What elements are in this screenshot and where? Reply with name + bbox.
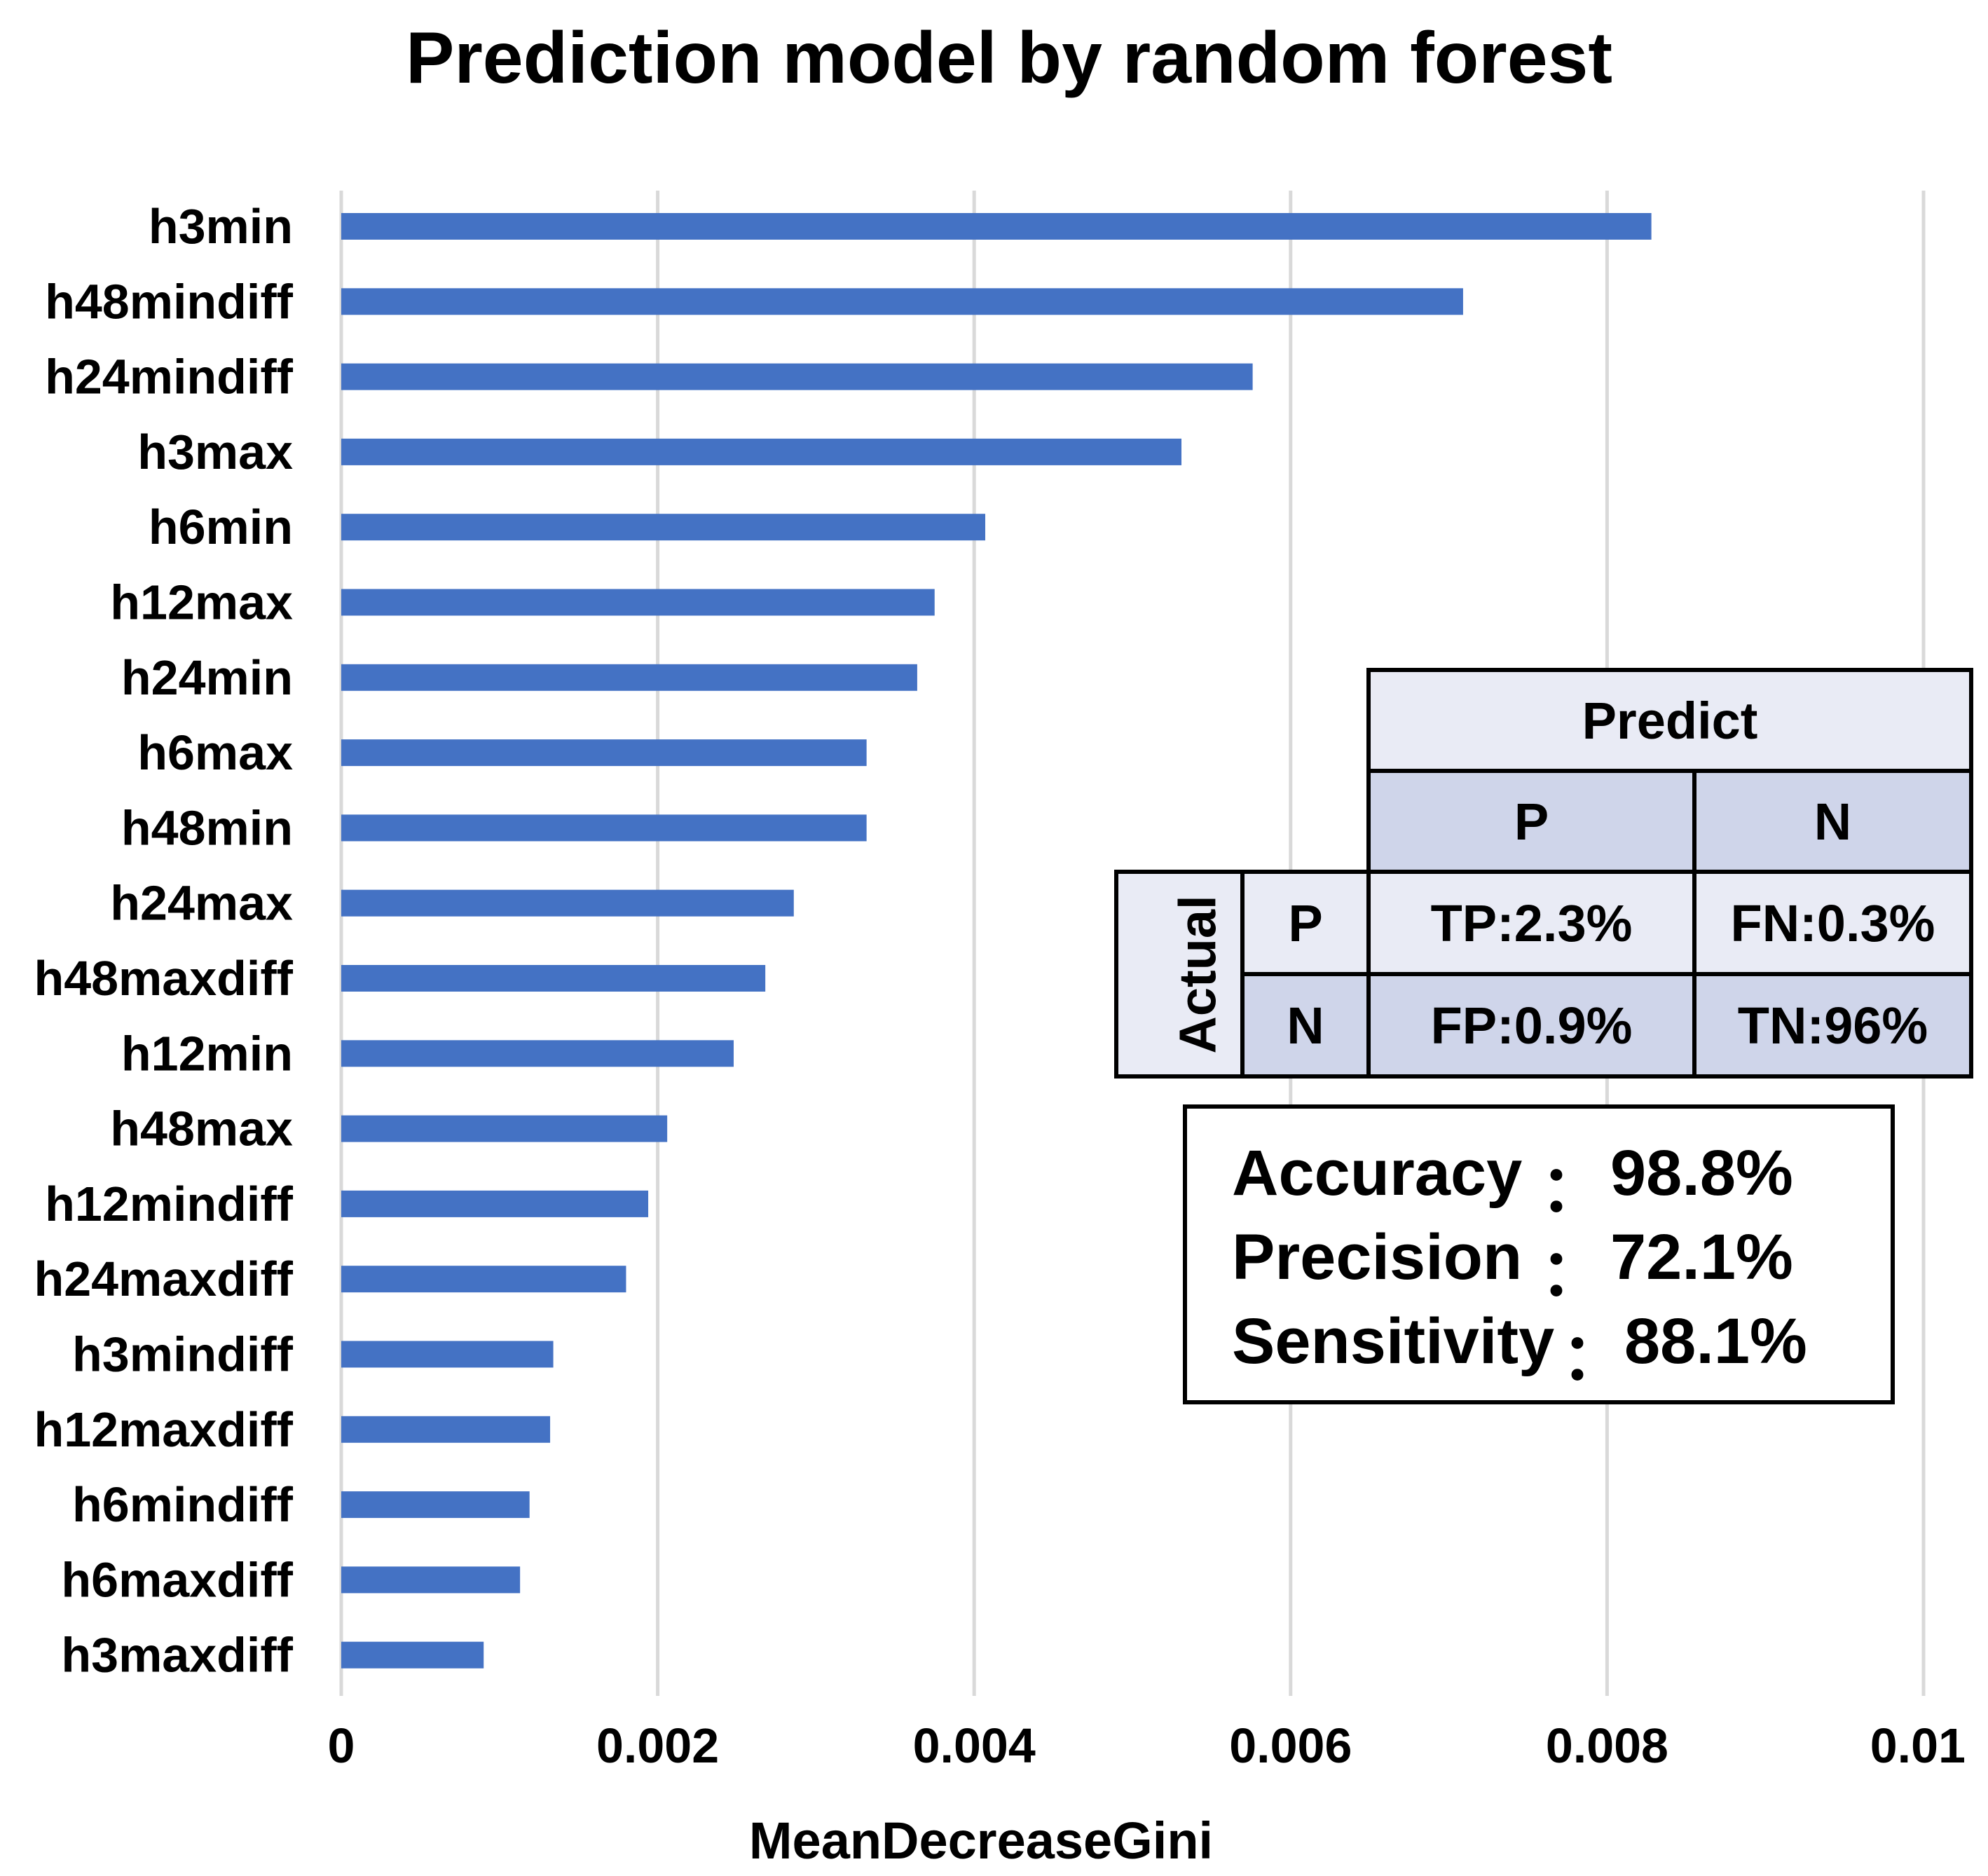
category-label-h6min: h6min	[149, 500, 293, 554]
bar-h3mindiff	[341, 1341, 554, 1368]
category-label-h24maxdiff: h24maxdiff	[34, 1252, 293, 1306]
category-label-h6mindiff: h6mindiff	[72, 1477, 294, 1532]
cm-empty-cell	[1116, 771, 1242, 872]
cm-predict-header: Predict	[1366, 668, 1973, 773]
bar-h6maxdiff	[341, 1566, 521, 1594]
x-tick-label: 0.008	[1546, 1718, 1668, 1773]
metrics-box: Accuracy ： 98.8% Precision ： 72.1% Sensi…	[1183, 1104, 1895, 1404]
cm-col-label-p: P	[1366, 769, 1696, 874]
cm-actual-header: Actual	[1114, 870, 1245, 1079]
category-label-h24max: h24max	[110, 876, 293, 931]
category-label-h48min: h48min	[121, 800, 293, 855]
bar-h24min	[341, 664, 917, 691]
category-label-h3min: h3min	[149, 199, 293, 254]
metric-value: 88.1%	[1624, 1306, 1807, 1377]
cm-empty-cell	[1242, 670, 1369, 771]
bar-h3min	[341, 213, 1652, 240]
category-label-h48max: h48max	[110, 1102, 293, 1156]
x-tick-labels: 0 0.002 0.004 0.006 0.008 0.01	[328, 1718, 1966, 1773]
x-tick-label: 0.01	[1870, 1718, 1966, 1773]
category-label-h6maxdiff: h6maxdiff	[61, 1552, 293, 1607]
category-label-h24min: h24min	[121, 650, 293, 705]
metric-label: Precision	[1232, 1221, 1523, 1293]
bar-h48max	[341, 1115, 668, 1142]
bar-h6mindiff	[341, 1491, 530, 1519]
cm-row-label-p: P	[1240, 870, 1371, 976]
cm-row-label-n: N	[1240, 972, 1371, 1079]
confusion-matrix: Predict P N Actual P TP:2.3% FN:0.3% N F…	[1114, 668, 1973, 1079]
category-label-h24mindiff: h24mindiff	[45, 350, 294, 404]
x-tick-label: 0.002	[596, 1718, 719, 1773]
bar-h48min	[341, 814, 867, 842]
bar-h12max	[341, 589, 935, 616]
bar-h48maxdiff	[341, 965, 766, 992]
category-label-h48mindiff: h48mindiff	[45, 274, 294, 329]
category-label-h6max: h6max	[137, 725, 293, 780]
bar-h48mindiff	[341, 288, 1463, 315]
bar-h12min	[341, 1040, 734, 1067]
bar-h3max	[341, 438, 1181, 465]
category-label-h3mindiff: h3mindiff	[72, 1327, 294, 1382]
bar-h12mindiff	[341, 1190, 649, 1217]
x-tick-label: 0.006	[1229, 1718, 1352, 1773]
metric-separator: ：	[1540, 1153, 1605, 1225]
chart-title: Prediction model by random forest	[406, 18, 1612, 99]
x-axis-title: MeanDecreaseGini	[749, 1812, 1213, 1870]
bar-h6max	[341, 739, 867, 767]
bar-h24maxdiff	[341, 1266, 626, 1293]
bar-h24mindiff	[341, 363, 1253, 390]
bar-h24max	[341, 889, 794, 917]
cm-col-label-n: N	[1692, 769, 1973, 874]
cm-cell-tp: TP:2.3%	[1366, 870, 1696, 976]
bar-h3maxdiff	[341, 1641, 484, 1669]
bars-group	[341, 213, 1652, 1669]
bar-h12maxdiff	[341, 1416, 551, 1443]
category-label-h12min: h12min	[121, 1026, 293, 1081]
metric-separator: ：	[1561, 1322, 1626, 1393]
metric-label: Accuracy	[1232, 1137, 1523, 1209]
cm-cell-fn: FN:0.3%	[1692, 870, 1973, 976]
metric-value: 72.1%	[1610, 1221, 1793, 1293]
x-tick-label: 0	[328, 1718, 355, 1773]
cm-cell-tn: TN:96%	[1692, 972, 1973, 1079]
metric-label: Sensitivity	[1232, 1306, 1555, 1377]
metric-separator: ：	[1540, 1238, 1605, 1309]
category-label-h3maxdiff: h3maxdiff	[61, 1628, 293, 1683]
category-label-h12maxdiff: h12maxdiff	[34, 1402, 293, 1457]
x-tick-label: 0.004	[913, 1718, 1036, 1773]
cm-actual-label: Actual	[1168, 894, 1227, 1054]
category-label-h12mindiff: h12mindiff	[45, 1177, 294, 1231]
category-labels: h3min h48mindiff h24mindiff h3max h6min h12ma…	[34, 199, 293, 1683]
bar-h6min	[341, 514, 986, 541]
cm-cell-fp: FP:0.9%	[1366, 972, 1696, 1079]
cm-empty-cell	[1116, 670, 1242, 771]
cm-empty-cell	[1242, 771, 1369, 872]
category-label-h48maxdiff: h48maxdiff	[34, 951, 293, 1006]
metric-value: 98.8%	[1610, 1137, 1793, 1209]
category-label-h3max: h3max	[137, 425, 293, 479]
category-label-h12max: h12max	[110, 575, 293, 630]
